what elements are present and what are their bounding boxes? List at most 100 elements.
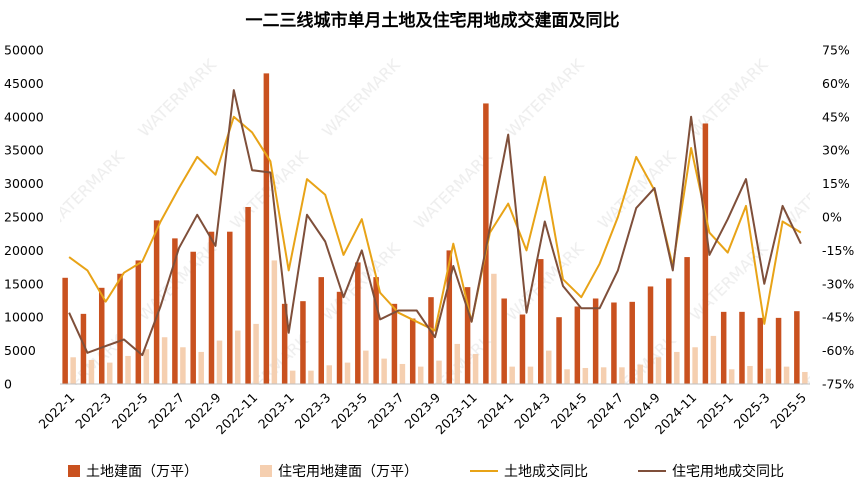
bar-land-area-2023-5	[355, 262, 361, 384]
bar-residential-area-2025-4	[783, 366, 790, 384]
bar-land-area-2022-2	[80, 313, 87, 384]
bar-land-area-2024-6	[592, 298, 599, 384]
x-axis-ticks: 2022-12022-32022-52022-72022-92022-11202…	[36, 390, 810, 438]
bar-residential-area-2023-5	[363, 350, 369, 384]
bar-land-area-2024-9	[647, 286, 654, 384]
y-right-tick-label: -15%	[822, 243, 854, 258]
y-left-tick-label: 20000	[4, 243, 44, 258]
legend-swatch-residential-area	[260, 465, 272, 477]
bar-residential-area-2022-10	[235, 330, 241, 384]
x-tick-label: 2025-5	[767, 390, 809, 432]
bar-residential-area-2023-2	[308, 370, 314, 384]
y-right-tick-label: -30%	[822, 276, 854, 291]
legend-label-land-yoy: 土地成交同比	[504, 464, 588, 480]
bar-land-area-2023-4	[336, 291, 343, 384]
bar-land-area-2022-11	[245, 206, 251, 384]
bar-residential-area-2024-1	[509, 366, 515, 384]
x-tick-label: 2024-3	[511, 390, 553, 432]
bar-land-area-2023-6	[373, 277, 379, 384]
bar-land-area-2023-1	[281, 303, 288, 384]
bar-residential-area-2022-12	[271, 260, 278, 384]
bar-land-area-2023-2	[300, 301, 306, 384]
bar-land-area-2024-4	[556, 317, 562, 384]
y-left-tick-label: 30000	[4, 176, 44, 191]
x-tick-label: 2022-7	[145, 390, 187, 432]
legend-item-land-yoy: 土地成交同比	[470, 460, 588, 482]
legend-label-residential-area: 住宅用地建面（万平）	[278, 464, 418, 480]
bar-residential-area-2022-7	[180, 347, 186, 384]
x-tick-label: 2022-5	[109, 390, 151, 432]
bar-residential-area-2024-9	[655, 357, 662, 384]
bar-residential-area-2025-5	[802, 371, 808, 384]
y-right-tick-label: -60%	[822, 343, 854, 358]
bar-land-area-2022-12	[263, 73, 270, 384]
bar-land-area-2024-10	[666, 278, 672, 384]
bar-residential-area-2022-9	[216, 340, 223, 384]
bar-land-area-2022-9	[208, 231, 215, 384]
bar-residential-area-2022-4	[125, 355, 131, 384]
bar-residential-area-2024-2	[527, 366, 534, 384]
y-right-tick-label: 30%	[822, 143, 850, 158]
y-left-tick-label: 25000	[4, 210, 44, 225]
y-axis-right: 75% 60% 45% 30% 15% 0% -15% -30% -45% -60% -75%	[822, 43, 854, 392]
bar-land-area-2023-8	[409, 318, 416, 384]
bar-residential-area-2022-8	[198, 351, 204, 384]
bar-residential-area-2023-9	[436, 360, 442, 384]
bar-residential-area-2023-11	[472, 353, 479, 384]
x-tick-label: 2024-1	[475, 390, 517, 432]
bar-land-area-2022-8	[190, 251, 196, 384]
bar-land-area-2023-7	[391, 303, 398, 384]
bar-land-area-2024-3	[538, 259, 544, 384]
bar-land-area-2024-7	[611, 302, 617, 384]
y-axis-left: 0 5000 10000 15000 20000 25000 30000 35000 40000…	[4, 43, 44, 392]
y-left-tick-label: 50000	[4, 43, 44, 58]
bar-land-area-2022-3	[98, 287, 105, 384]
bar-residential-area-2024-7	[619, 367, 625, 384]
x-tick-label: 2025-1	[694, 390, 736, 432]
bar-residential-area-2024-4	[564, 369, 570, 384]
bar-residential-area-2023-3	[326, 365, 332, 384]
y-left-tick-label: 5000	[4, 343, 36, 358]
bar-land-area-2025-3	[757, 317, 764, 384]
bar-land-area-2024-5	[574, 306, 581, 384]
bar-residential-area-2024-11	[692, 347, 698, 384]
legend-item-residential-area: 住宅用地建面（万平）	[260, 460, 418, 482]
bar-land-area-2022-4	[117, 273, 123, 384]
x-tick-label: 2022-3	[72, 390, 114, 432]
bar-residential-area-2023-8	[417, 366, 424, 384]
bar-residential-area-2022-2	[88, 359, 95, 384]
bar-residential-area-2024-6	[600, 367, 607, 384]
y-right-tick-label: 45%	[822, 109, 850, 124]
bar-residential-area-2022-1	[70, 357, 76, 384]
bar-land-area-2023-11	[464, 287, 471, 384]
legend-label-land-area: 土地建面（万平）	[86, 464, 198, 480]
bar-land-area-2024-8	[629, 301, 635, 384]
line-residential-yoy	[68, 89, 802, 357]
y-left-tick-label: 0	[4, 377, 12, 392]
legend-item-land-area: 土地建面（万平）	[68, 460, 198, 482]
bar-residential-area-2022-3	[106, 362, 113, 384]
bar-land-area-2022-1	[62, 277, 68, 384]
y-right-tick-label: -75%	[822, 377, 854, 392]
x-tick-label: 2023-3	[292, 390, 334, 432]
y-right-tick-label: 15%	[822, 176, 850, 191]
bar-land-area-2023-9	[428, 297, 434, 384]
bar-residential-area-2023-10	[454, 343, 461, 384]
bar-residential-area-2024-10	[674, 351, 680, 384]
y-right-tick-label: 0%	[822, 210, 842, 225]
bar-land-area-2022-5	[135, 260, 142, 384]
bar-residential-area-2024-12	[710, 335, 717, 384]
x-tick-label: 2024-7	[584, 390, 626, 432]
bar-residential-area-2023-4	[344, 362, 351, 384]
bar-residential-area-2022-5	[143, 349, 150, 384]
bar-residential-area-2025-2	[747, 365, 753, 384]
x-tick-label: 2024-5	[548, 390, 590, 432]
bar-residential-area-2024-8	[637, 364, 643, 384]
bar-land-area-2024-2	[519, 314, 526, 384]
legend-swatch-land-area	[68, 465, 80, 477]
legend-swatch-land-yoy	[470, 470, 498, 472]
x-tick-label: 2023-1	[255, 390, 297, 432]
bar-residential-area-2023-12	[491, 273, 497, 384]
bar-land-area-2022-10	[227, 231, 233, 384]
x-tick-label: 2023-7	[365, 390, 407, 432]
